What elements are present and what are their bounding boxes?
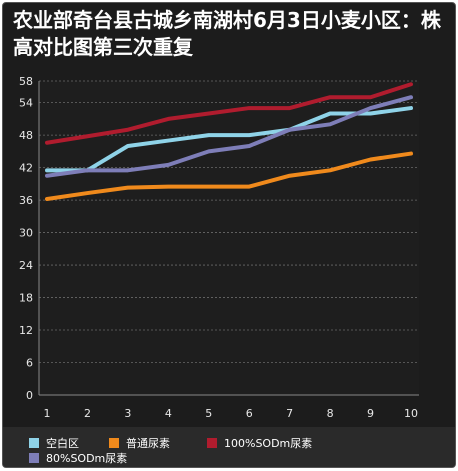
x-tick-label: 1 xyxy=(44,407,51,420)
x-tick-label: 7 xyxy=(286,407,293,420)
legend-item-2: 普通尿素 xyxy=(109,436,170,450)
x-tick-label: 2 xyxy=(84,407,91,420)
legend-label: 80%SODm尿素 xyxy=(46,452,128,465)
series-line-3 xyxy=(45,82,413,145)
x-tick-label: 4 xyxy=(165,407,172,420)
legend-label: 普通尿素 xyxy=(126,437,170,450)
plot-area xyxy=(39,81,419,395)
x-tick-label: 10 xyxy=(404,407,418,420)
y-tick-label: 18 xyxy=(19,292,33,305)
legend-swatch xyxy=(29,453,39,463)
legend-swatch xyxy=(29,438,39,448)
y-tick-label: 36 xyxy=(19,194,33,207)
series-line-1 xyxy=(45,106,413,173)
legend-label: 空白区 xyxy=(46,437,79,450)
series-line-4 xyxy=(45,95,413,178)
y-tick-label: 12 xyxy=(19,324,33,337)
legend-item-3: 100%SODm尿素 xyxy=(207,436,312,450)
x-tick-label: 3 xyxy=(124,407,131,420)
x-tick-label: 8 xyxy=(327,407,334,420)
y-tick-label: 58 xyxy=(19,75,33,88)
legend-item-1: 空白区 xyxy=(29,436,79,450)
legend-label: 100%SODm尿素 xyxy=(224,437,313,450)
legend-swatch xyxy=(207,438,217,448)
y-tick-label: 24 xyxy=(19,259,33,272)
y-tick-label: 0 xyxy=(26,389,33,402)
chart-legend: 空白区 普通尿素 100%SODm尿素 80%SODm尿素 xyxy=(3,427,455,467)
series-line-2 xyxy=(45,151,413,202)
y-tick-label: 42 xyxy=(19,162,33,175)
chart-title: 农业部奇台县古城乡南湖村6月3日小麦小区：株高对比图第三次重复 xyxy=(13,8,441,59)
y-tick-label: 6 xyxy=(26,357,33,370)
x-tick-label: 9 xyxy=(367,407,374,420)
legend-item-4: 80%SODm尿素 xyxy=(29,451,127,465)
x-tick-label: 6 xyxy=(246,407,253,420)
y-tick-label: 48 xyxy=(19,129,33,142)
x-tick-label: 5 xyxy=(205,407,212,420)
y-tick-label: 30 xyxy=(19,227,33,240)
legend-swatch xyxy=(109,438,119,448)
y-tick-label: 54 xyxy=(19,97,33,110)
